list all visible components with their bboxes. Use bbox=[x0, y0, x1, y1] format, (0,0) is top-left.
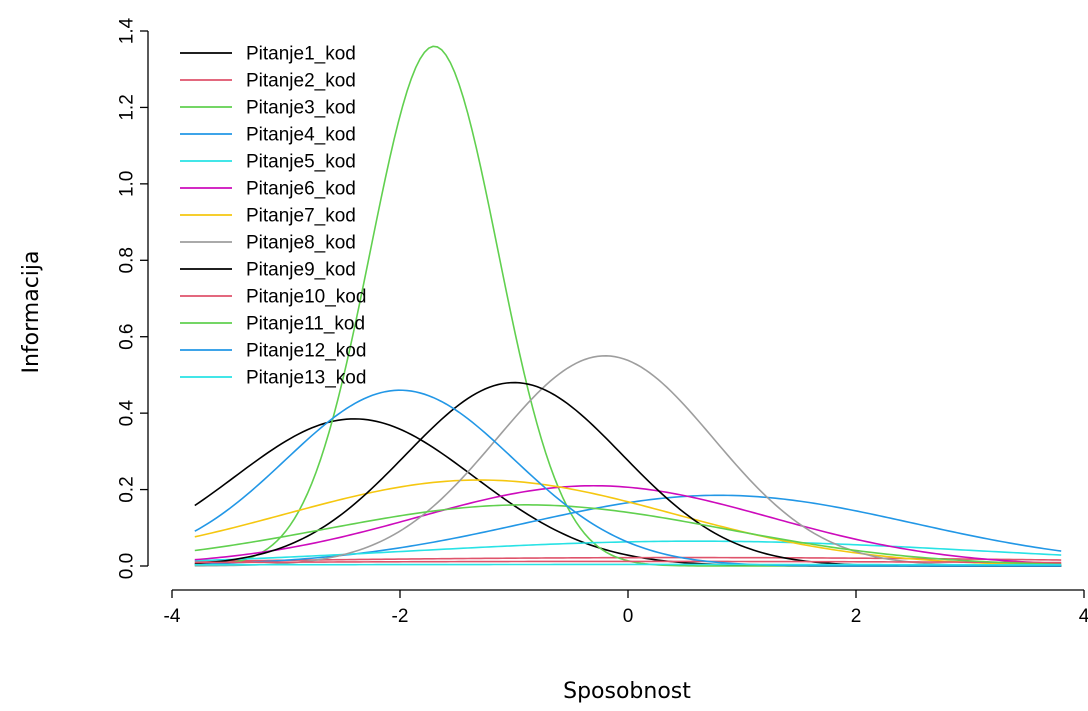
legend-label: Pitanje3_kod bbox=[246, 98, 356, 119]
legend-label: Pitanje13_kod bbox=[246, 368, 366, 389]
y-tick-label: 0.6 bbox=[117, 324, 138, 350]
y-tick-label: 0.2 bbox=[117, 476, 138, 502]
legend-label: Pitanje7_kod bbox=[246, 206, 356, 227]
series-line-12 bbox=[194, 389, 1062, 567]
y-axis-title: Informacija bbox=[19, 250, 44, 373]
y-tick-label: 1.4 bbox=[117, 17, 138, 44]
x-tick-label: 0 bbox=[623, 606, 634, 627]
legend-label: Pitanje8_kod bbox=[246, 233, 356, 254]
legend-label: Pitanje6_kod bbox=[246, 179, 356, 200]
legend-label: Pitanje1_kod bbox=[246, 44, 356, 65]
x-tick-label: 4 bbox=[1079, 606, 1088, 627]
legend-label: Pitanje5_kod bbox=[246, 152, 356, 173]
axes: 0.0 0.2 0.4 0.6 0.8 1.0 1.2 1.4 -4 -2 0 2 4 bbox=[117, 17, 1088, 627]
y-tick-label: 0.0 bbox=[117, 553, 138, 579]
x-tick-label: -2 bbox=[392, 606, 409, 627]
series-line-10 bbox=[194, 560, 1062, 564]
series-line-9 bbox=[194, 381, 1062, 567]
series-line-6 bbox=[194, 484, 1062, 565]
curves bbox=[194, 45, 1062, 567]
legend-label: Pitanje2_kod bbox=[246, 71, 356, 92]
series-line-7 bbox=[194, 479, 1062, 566]
legend-label: Pitanje4_kod bbox=[246, 125, 356, 146]
y-tick-label: 1.0 bbox=[117, 171, 138, 197]
legend-label: Pitanje12_kod bbox=[246, 341, 366, 362]
legend-label: Pitanje9_kod bbox=[246, 260, 356, 281]
legend-label: Pitanje11_kod bbox=[246, 314, 365, 335]
y-tick-label: 0.4 bbox=[117, 400, 138, 427]
series-line-11 bbox=[194, 504, 1062, 566]
x-tick-label: -4 bbox=[164, 606, 181, 627]
legend-label: Pitanje10_kod bbox=[246, 287, 366, 308]
series-line-1 bbox=[194, 418, 1062, 567]
y-tick-label: 0.8 bbox=[117, 247, 138, 273]
y-tick-label: 1.2 bbox=[117, 94, 138, 120]
legend: Pitanje1_kod Pitanje2_kod Pitanje3_kod Pita… bbox=[180, 44, 366, 389]
x-tick-label: 2 bbox=[851, 606, 862, 627]
x-axis-title: Sposobnost bbox=[563, 679, 691, 704]
